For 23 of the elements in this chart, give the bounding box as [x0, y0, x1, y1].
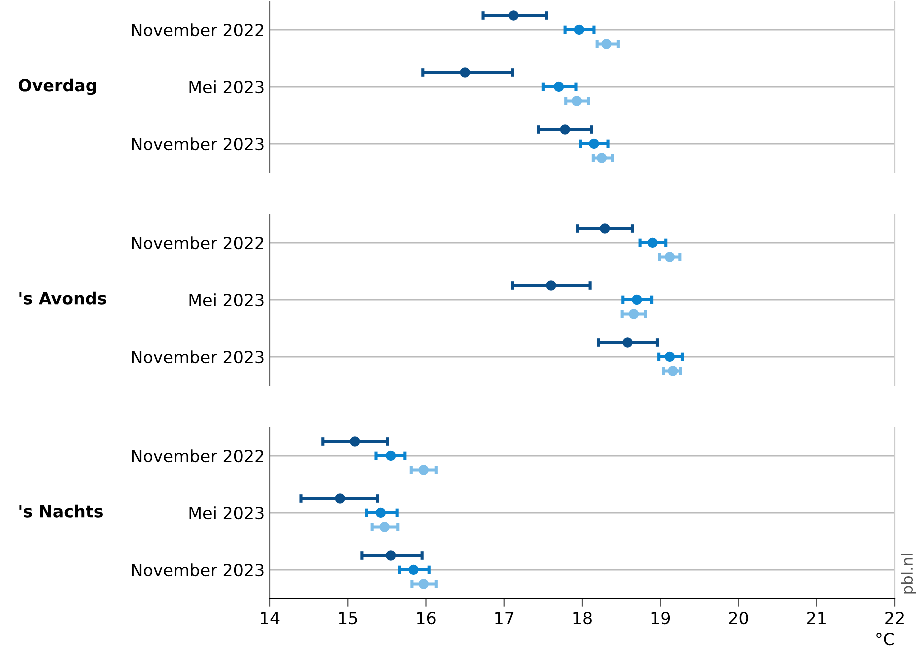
x-axis-title: °C	[876, 632, 894, 646]
x-tick-label: 18	[574, 612, 592, 625]
y-tick-label: November 2023	[132, 138, 264, 151]
y-axis-title: Overdag	[18, 78, 96, 96]
y-tick-label: November 2023	[132, 350, 264, 364]
x-tick-label: 19	[652, 612, 670, 625]
x-tick-label: 22	[886, 612, 904, 624]
x-tick-label: 21	[807, 612, 826, 624]
y-axis-title: 's Avonds	[20, 292, 106, 305]
y-tick-label: November 2022	[132, 236, 264, 250]
y-tick-label: Mei 2023	[190, 294, 264, 307]
x-tick-label: 17	[496, 612, 514, 624]
y-tick-label: November 2022	[132, 450, 264, 463]
x-tick-label: 20	[729, 612, 748, 625]
y-tick-label: Mei 2023	[190, 80, 264, 94]
y-tick-label: November 2022	[132, 24, 264, 37]
x-tick-label: 14	[261, 612, 280, 624]
y-tick-label: Mei 2023	[190, 506, 264, 520]
x-tick-label: 16	[417, 612, 436, 625]
x-tick-label: 15	[339, 612, 358, 625]
text: pbl.nl	[901, 554, 916, 594]
y-axis-title: 's Nachts	[20, 504, 103, 518]
y-tick-label: November 2023	[132, 564, 264, 577]
